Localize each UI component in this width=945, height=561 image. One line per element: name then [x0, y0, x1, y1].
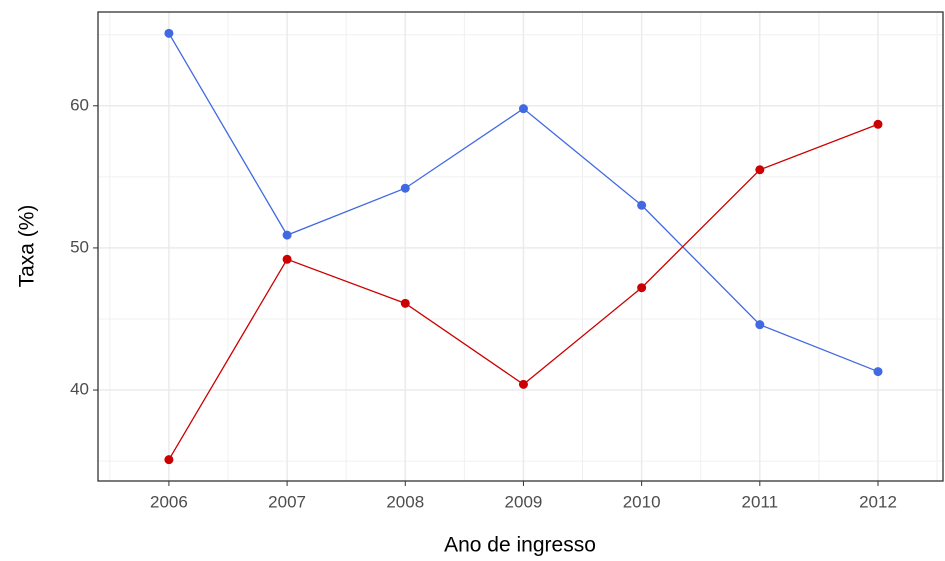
x-tick-label: 2008	[386, 492, 424, 511]
data-point	[873, 367, 883, 377]
x-tick-label: 2007	[268, 492, 306, 511]
data-point	[164, 455, 174, 465]
data-point	[164, 28, 174, 38]
data-point	[400, 298, 410, 308]
data-point	[873, 119, 883, 129]
data-point	[755, 320, 765, 330]
x-axis-title: Ano de ingresso	[444, 534, 596, 557]
y-tick-label: 40	[70, 380, 89, 399]
data-point	[518, 104, 528, 114]
data-point	[282, 230, 292, 240]
data-point	[637, 283, 647, 293]
data-point	[518, 379, 528, 389]
x-tick-label: 2012	[859, 492, 897, 511]
data-point	[637, 200, 647, 210]
data-point	[755, 165, 765, 175]
data-point	[282, 254, 292, 264]
data-point	[400, 183, 410, 193]
x-tick-label: 2011	[742, 492, 779, 511]
x-tick-label: 2009	[505, 492, 543, 511]
panel-border	[97, 11, 944, 482]
y-axis-title: Taxa (%)	[16, 205, 39, 288]
y-tick-label: 60	[70, 95, 89, 114]
x-tick-label: 2006	[150, 492, 188, 511]
x-tick-label: 2010	[623, 492, 661, 511]
y-tick-label: 50	[70, 237, 89, 256]
